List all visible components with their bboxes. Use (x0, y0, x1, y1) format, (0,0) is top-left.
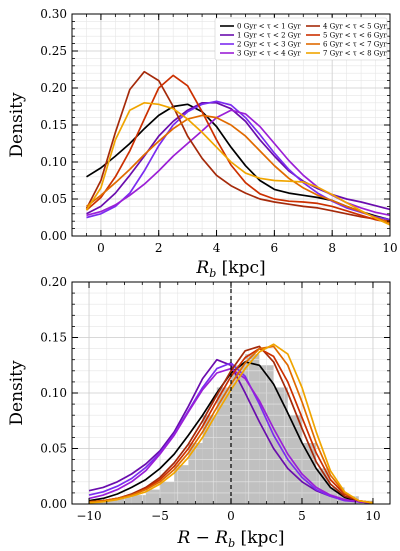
series-line-5 (85, 74, 391, 224)
bottom-x-axis-label: R − Rb [kpc] (176, 528, 284, 550)
series-line-6 (85, 114, 391, 224)
y-tick-label: 0.00 (40, 497, 67, 511)
series-line-4 (88, 345, 374, 504)
legend-entry: 2 Gyr < τ < 3 Gyr (237, 41, 301, 49)
x-tick-label: 6 (271, 241, 279, 255)
x-tick-label: 2 (155, 241, 163, 255)
y-tick-label: 0.15 (40, 118, 67, 132)
bottom-density-panel: −10 −5 0 5 10 0.00 0.05 0.10 0.15 0.20 Density R … (7, 275, 391, 550)
x-tick-label: 8 (328, 241, 336, 255)
legend-entry: 1 Gyr < τ < 2 Gyr (237, 32, 301, 40)
y-tick-label: 0.05 (40, 442, 67, 456)
y-tick-label: 0.20 (40, 275, 67, 289)
top-x-axis-label-sub: b (209, 267, 216, 280)
top-density-panel: 0 2 4 6 8 10 0.00 0.05 0.10 0.15 0.20 0.25 0.30 Dens… (7, 7, 398, 280)
top-y-axis-label: Density (7, 92, 27, 158)
series-line-6 (88, 345, 374, 504)
series-line-4 (85, 70, 391, 223)
x-tick-label: 4 (213, 241, 221, 255)
histogram-bar (145, 489, 161, 504)
y-tick-label: 0.00 (40, 229, 67, 243)
histogram-bar (231, 365, 246, 504)
top-x-axis-label: Rb [kpc] (195, 258, 265, 280)
series-line-3 (86, 109, 391, 217)
top-x-axis-label-unit: [kpc] (216, 258, 265, 278)
legend-entry: 4 Gyr < τ < 5 Gyr (323, 23, 387, 31)
histogram-bar (301, 442, 317, 504)
x-tick-label: 10 (365, 509, 380, 523)
histogram-bar (103, 499, 118, 504)
bottom-y-axis-label: Density (7, 360, 27, 426)
top-ticks: 0 2 4 6 8 10 0.00 0.05 0.10 0.15 0.20 0.25 0.30 (40, 7, 397, 255)
legend-entry: 5 Gyr < τ < 6 Gyr (323, 32, 387, 40)
top-x-axis-label-main: R (195, 258, 209, 278)
bottom-x-axis-label-unit: [kpc] (235, 528, 284, 548)
top-series-layer (85, 70, 391, 226)
histogram-bar (131, 495, 146, 504)
x-tick-label: 0 (227, 509, 235, 523)
legend-entry: 3 Gyr < τ < 4 Gyr (237, 50, 301, 58)
y-tick-label: 0.15 (40, 331, 67, 345)
legend-entry: 0 Gyr < τ < 1 Gyr (237, 23, 301, 31)
legend-box (214, 17, 388, 61)
series-line-1 (86, 101, 391, 215)
x-tick-label: −5 (151, 509, 169, 523)
bottom-ticks: −10 −5 0 5 10 0.00 0.05 0.10 0.15 0.20 (40, 275, 390, 523)
bottom-x-axis-label-main: R − R (176, 528, 228, 548)
x-tick-label: −10 (76, 509, 101, 523)
x-tick-label: 5 (298, 509, 306, 523)
y-tick-label: 0.25 (40, 44, 67, 58)
bottom-x-axis-label-sub: b (228, 537, 235, 550)
x-tick-label: 10 (382, 241, 397, 255)
y-tick-label: 0.10 (40, 155, 67, 169)
x-tick-label: 0 (97, 241, 105, 255)
bottom-grid (72, 281, 390, 505)
y-tick-label: 0.30 (40, 7, 67, 21)
legend-entry: 7 Gyr < τ < 8 Gyr (323, 50, 387, 58)
histogram-bar (216, 387, 231, 504)
y-tick-label: 0.10 (40, 386, 67, 400)
series-line-7 (85, 101, 391, 226)
y-tick-label: 0.20 (40, 81, 67, 95)
y-tick-label: 0.05 (40, 192, 67, 206)
legend-entry: 6 Gyr < τ < 7 Gyr (323, 41, 387, 49)
